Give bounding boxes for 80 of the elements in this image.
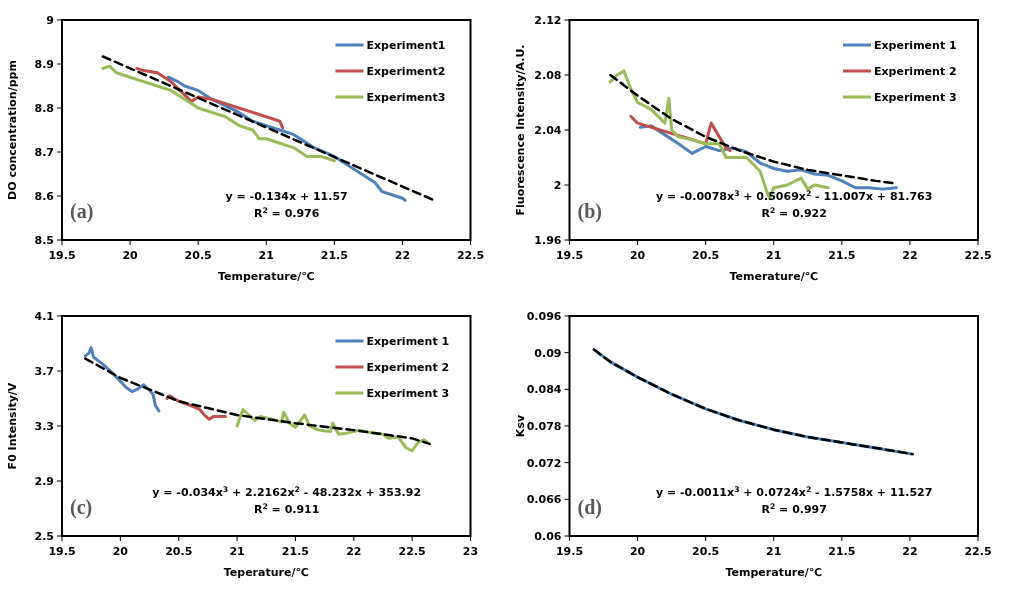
y-axis-title: Ksv	[513, 414, 527, 438]
y-tick-label: 4.1	[34, 310, 54, 323]
x-tick-label: 20	[629, 545, 646, 558]
annotation: R$^{2}$ = 0.976	[253, 205, 320, 220]
x-tick-label: 20	[112, 545, 129, 558]
annotation: y = -0.034x$^{3}$ + 2.2162x$^{2}$ - 48.232x + 353.92	[152, 484, 422, 499]
x-tick-label: 22	[902, 249, 918, 262]
x-tick-label: 19.5	[555, 545, 584, 558]
annotation: (a)	[70, 200, 94, 223]
legend-label: Experiment3	[366, 91, 446, 104]
x-tick-label: 19.5	[48, 249, 76, 262]
y-tick-label: 2.9	[34, 475, 54, 488]
x-tick-label: 20	[122, 249, 139, 262]
legend-label: Experiment2	[366, 65, 446, 78]
annotation: R$^{2}$ = 0.997	[761, 501, 827, 516]
x-tick-label: 22	[902, 545, 918, 558]
y-tick-label: 8.6	[34, 190, 55, 203]
y-tick-label: 0.09	[534, 346, 562, 360]
y-tick-label: 1.96	[534, 234, 562, 247]
x-tick-label: 21.5	[281, 545, 309, 558]
legend-label: Experiment 1	[874, 39, 957, 52]
x-axis-title: Temperature/℃	[725, 566, 822, 579]
annotation: (c)	[70, 496, 93, 519]
x-tick-label: 19.5	[48, 545, 76, 558]
x-tick-label: 21	[258, 249, 274, 262]
x-tick-label: 22.5	[456, 249, 485, 262]
x-tick-label: 22.5	[964, 545, 992, 558]
x-axis-title: Temperature/℃	[218, 270, 315, 283]
x-tick-label: 22.5	[398, 545, 426, 558]
annotation: y = -0.134x + 11.57	[225, 190, 348, 203]
x-axis-title: Teperature/℃	[223, 566, 309, 579]
y-tick-label: 2.12	[534, 14, 562, 27]
y-tick-label: 3.7	[34, 365, 54, 378]
annotation: y = -0.0011x$^{3}$ + 0.0724x$^{2}$ - 1.5758x + 11.527	[655, 484, 933, 499]
y-tick-label: 0.078	[526, 420, 562, 433]
x-tick-label: 19.5	[555, 249, 584, 262]
x-tick-label: 20.5	[692, 545, 720, 558]
x-tick-label: 23	[462, 545, 479, 558]
y-tick-label: 8.7	[34, 146, 54, 159]
y-tick-label: 9	[46, 14, 54, 27]
y-tick-label: 0.072	[526, 456, 562, 470]
legend-label: Experiment 1	[366, 335, 450, 348]
x-tick-label: 21	[766, 249, 782, 262]
annotation: R$^{2}$ = 0.911	[253, 501, 320, 516]
y-tick-label: 3.3	[34, 420, 54, 433]
x-tick-label: 20	[629, 249, 646, 262]
y-tick-label: 0.084	[526, 383, 562, 397]
x-tick-label: 22.5	[964, 249, 992, 262]
y-tick-label: 2	[553, 179, 562, 192]
x-tick-label: 22	[346, 545, 362, 558]
legend-label: Experiment 3	[874, 91, 957, 104]
annotation: R$^{2}$ = 0.922	[761, 205, 827, 220]
legend-label: Experiment 2	[366, 361, 450, 374]
x-tick-label: 22	[394, 249, 411, 262]
y-tick-label: 8.9	[34, 58, 54, 71]
x-axis-title: Temerature/℃	[729, 270, 819, 283]
y-tick-label: 0.096	[526, 310, 562, 323]
y-tick-label: 8.5	[34, 234, 54, 247]
x-tick-label: 21	[766, 545, 782, 558]
x-tick-label: 21.5	[828, 249, 856, 262]
y-axis-title: Fluorescence Intensity/A.U.	[513, 44, 527, 216]
y-axis-title: DO concentration/ppm	[6, 60, 19, 200]
y-tick-label: 2.04	[534, 124, 562, 137]
x-tick-label: 20.5	[692, 249, 720, 262]
legend-label: Experiment 3	[366, 387, 450, 400]
x-tick-label: 20.5	[165, 545, 193, 558]
legend-label: Experiment 2	[874, 65, 957, 78]
x-tick-label: 21.5	[320, 249, 348, 262]
y-tick-label: 0.06	[534, 530, 562, 543]
annotation: (d)	[577, 496, 602, 519]
x-tick-label: 21	[229, 545, 245, 558]
legend-label: Experiment1	[366, 39, 446, 52]
y-tick-label: 2.5	[34, 530, 54, 543]
annotation: (b)	[577, 200, 602, 223]
y-tick-label: 0.066	[526, 493, 562, 507]
x-tick-label: 20.5	[184, 249, 212, 262]
y-tick-label: 2.08	[534, 69, 562, 82]
x-tick-label: 21.5	[828, 545, 856, 558]
y-tick-label: 8.8	[34, 102, 54, 115]
y-axis-title: F0 Intensity/V	[6, 382, 19, 470]
